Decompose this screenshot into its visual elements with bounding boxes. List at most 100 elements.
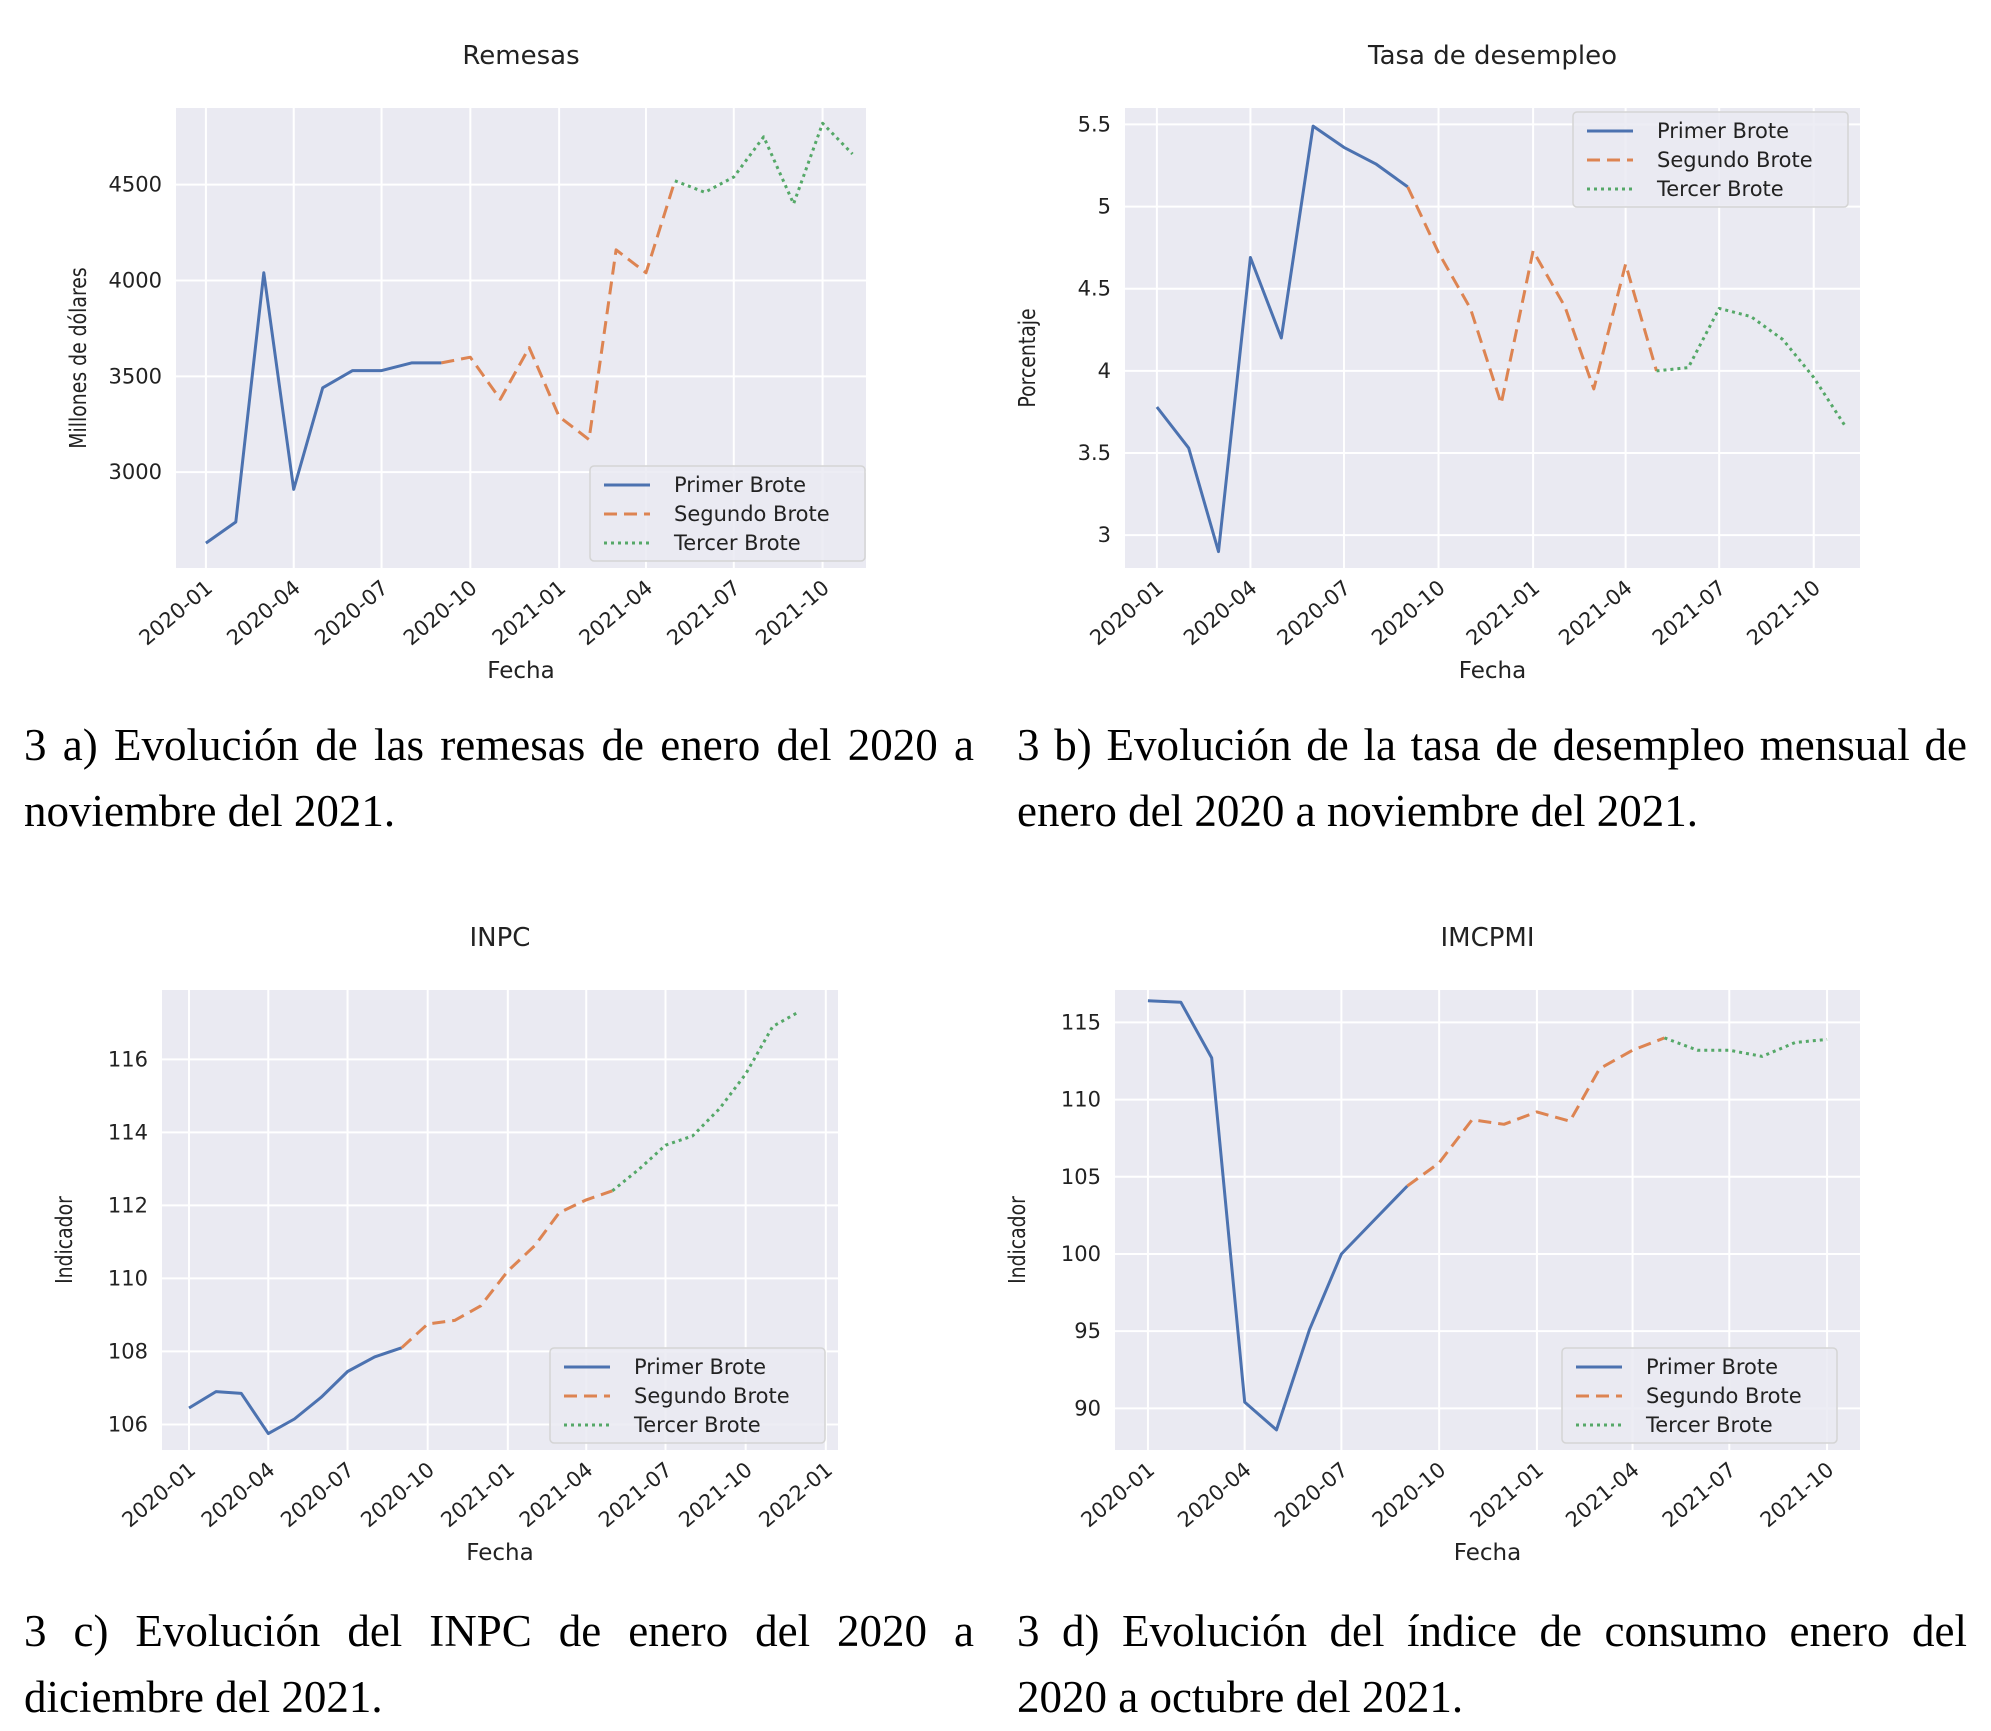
caption-c: 3 c) Evolución del INPC de enero del 202… [24,1606,974,1722]
x-tick-label: 2021-07 [594,1457,677,1532]
x-tick-label: 2021-10 [1742,575,1825,650]
series-line-tercer-brote [1656,306,1847,428]
legend-box [549,1347,826,1444]
y-tick-label: 4500 [109,173,162,197]
x-tick-label: 2021-01 [1462,575,1545,650]
legend-entry: Tercer Brote [673,531,801,555]
chart-remesas: 2020-01 2020-04 2020-07 2020-10 2021-01 2021-… [64,41,866,684]
series-line-tercer-brote [1663,1036,1828,1058]
y-tick-label: 3 [1098,523,1111,547]
x-tick-label: 2020-07 [310,575,393,650]
series-line-segundo-brote [1406,1036,1666,1188]
series-line-primer-brote [1155,124,1409,554]
x-tick-label: 2021-04 [575,575,658,650]
chart-imcpmi: 2020-01 2020-04 2020-07 2020-10 2021-01 2021-… [1003,923,1860,1566]
legend-entry: Segundo Brote [634,1384,790,1408]
legend-entry: Segundo Brote [1657,148,1813,172]
legend-entry: Tercer Brote [633,1413,761,1437]
x-tick-label: 2021-07 [662,575,745,650]
y-tick-label: 5 [1098,195,1111,219]
y-tick-label: 4 [1098,359,1111,383]
series-line-tercer-brote [611,1010,800,1192]
x-tick-label: 2021-04 [515,1457,598,1532]
legend-entry: Primer Brote [634,1355,766,1379]
series-line-primer-brote [205,271,442,545]
x-tick-label: 2021-01 [436,1457,519,1532]
legend-entry: Primer Brote [1646,1355,1778,1379]
y-tick-label: 100 [1061,1242,1101,1266]
y-tick-label: 105 [1061,1165,1101,1189]
x-tick-label: 2020-07 [1270,1457,1353,1532]
legend-box [1572,111,1849,208]
series-line-tercer-brote [674,121,854,206]
x-tick-label: 2020-07 [276,1457,359,1532]
y-tick-label: 110 [108,1266,148,1290]
y-tick-label: 116 [108,1047,148,1071]
chart-desempleo: 2020-01 2020-04 2020-07 2020-10 2021-01 2021-… [1013,41,1860,684]
chart-title: IMCPMI [1440,923,1534,953]
x-tick-label: 2021-01 [1465,1457,1548,1532]
x-tick-label: 2020-01 [118,1457,201,1532]
legend-entry: Segundo Brote [674,502,830,526]
chart-inpc: 2020-012020-042020-072020-102021-012021-… [50,923,838,1566]
x-tick-label: 2020-10 [1367,575,1450,650]
x-tick-label: 2021-04 [1554,575,1637,650]
x-tick-label: 2020-10 [399,575,482,650]
legend: Primer Brote Segundo Brote Tercer Brote [549,1347,826,1444]
x-tick-label: 2021-07 [1658,1457,1741,1532]
caption-a: 3 a) Evolución de las remesas de enero d… [24,720,974,836]
y-tick-label: 115 [1061,1010,1101,1034]
series-line-primer-brote [188,1346,403,1436]
y-tick-label: 5.5 [1078,112,1111,136]
series-line-segundo-brote [1406,186,1658,406]
x-tick-label: 2020-10 [1368,1457,1451,1532]
y-tick-label: 4.5 [1078,277,1111,301]
y-tick-label: 90 [1074,1396,1101,1420]
series-line-segundo-brote [400,1189,613,1349]
x-tick-label: 2020-01 [134,575,217,650]
chart-panel-desempleo: 2020-01 2020-04 2020-07 2020-10 2021-01 2021-… [995,0,1991,690]
y-axis-label: Porcentaje [1013,308,1040,407]
legend-entry: Tercer Brote [1645,1413,1773,1437]
x-tick-label: 2020-04 [197,1457,280,1532]
y-tick-label: 3.5 [1078,441,1111,465]
y-tick-label: 95 [1074,1319,1101,1343]
series-line-primer-brote [1147,999,1409,1432]
caption-b: 3 b) Evolución de la tasa de desempleo m… [1017,720,1967,836]
x-tick-label: 2021-10 [1756,1457,1839,1532]
x-tick-label: 2020-10 [356,1457,439,1532]
x-axis-label: Fecha [1454,1540,1521,1566]
y-axis-label: Indicador [50,1196,77,1284]
chart-panel-imcpmi: 2020-01 2020-04 2020-07 2020-10 2021-01 2021-… [995,900,1991,1590]
x-tick-label: 2021-10 [674,1457,757,1532]
legend-entry: Primer Brote [674,473,806,497]
x-tick-label: 2020-04 [1179,575,1262,650]
legend: Primer Brote Segundo Brote Tercer Brote [1572,111,1849,208]
x-tick-label: 2020-07 [1273,575,1356,650]
chart-title: INPC [470,923,531,953]
legend-entry: Primer Brote [1657,119,1789,143]
x-tick-label: 2022-01 [754,1457,837,1532]
x-axis-label: Fecha [487,658,554,684]
y-tick-label: 110 [1061,1088,1101,1112]
x-axis-label: Fecha [1459,658,1526,684]
y-tick-label: 3500 [109,364,162,388]
x-tick-label: 2021-04 [1561,1457,1644,1532]
legend: Primer Brote Segundo Brote Tercer Brote [1561,1347,1838,1444]
chart-panel-remesas: 2020-01 2020-04 2020-07 2020-10 2021-01 2021-… [0,0,995,690]
chart-title: Tasa de desempleo [1367,41,1617,71]
caption-d: 3 d) Evolución del índice de consumo ene… [1017,1606,1967,1722]
legend-box [1561,1347,1838,1444]
legend-entry: Segundo Brote [1646,1384,1802,1408]
x-tick-label: 2021-07 [1648,575,1731,650]
series-line-segundo-brote [441,180,677,442]
y-tick-label: 3000 [109,460,162,484]
x-axis-label: Fecha [466,1540,533,1566]
x-tick-label: 2020-04 [1173,1457,1256,1532]
legend: Primer Brote Segundo Brote Tercer Brote [589,465,866,562]
legend-entry: Tercer Brote [1656,177,1784,201]
x-tick-label: 2020-01 [1077,1457,1160,1532]
y-axis-label: Indicador [1003,1196,1030,1284]
y-tick-label: 114 [108,1120,148,1144]
chart-title: Remesas [462,41,579,71]
